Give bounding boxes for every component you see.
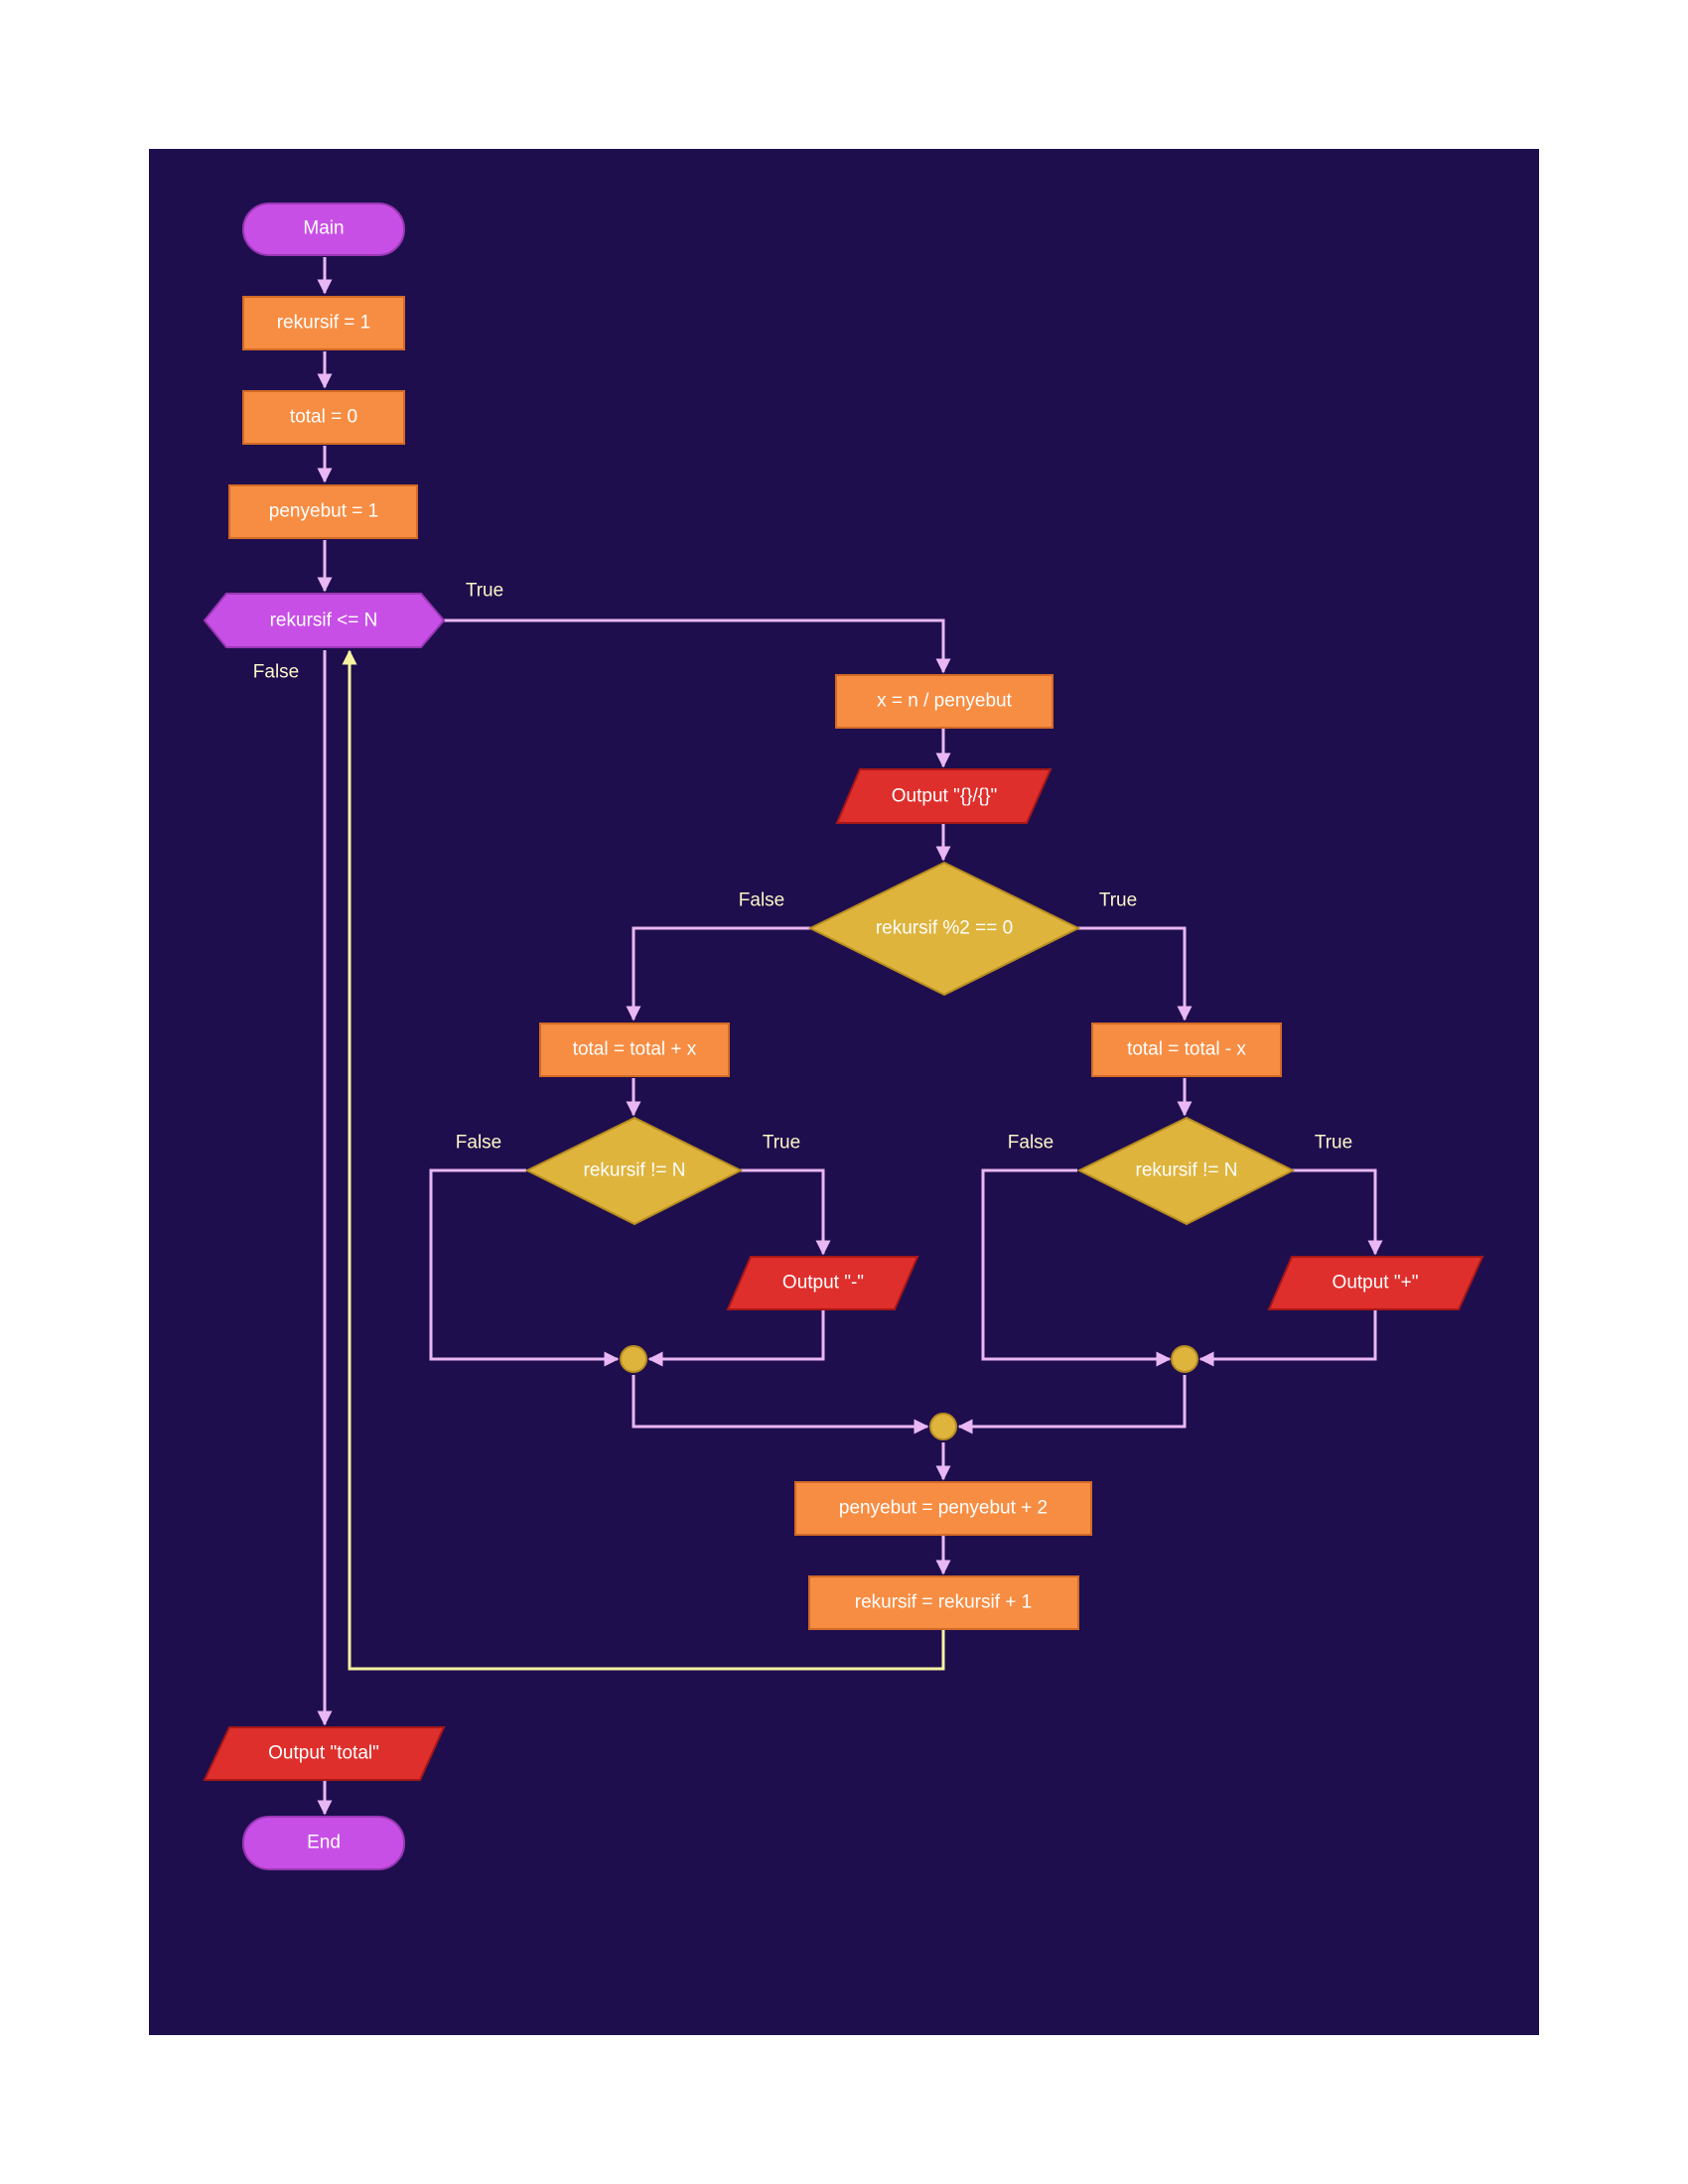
not-last-left-shape xyxy=(524,1116,744,1226)
end-terminal-label: End xyxy=(307,1833,341,1853)
inc-rekursif-label: rekursif = rekursif + 1 xyxy=(855,1592,1032,1613)
label-right-false: False xyxy=(1008,1133,1054,1154)
init-rekursif-label: rekursif = 1 xyxy=(277,313,371,334)
total-plus-process: total = total + x xyxy=(539,1023,730,1077)
parity-decision-label: rekursif %2 == 0 xyxy=(876,918,1013,939)
label-right-true: True xyxy=(1315,1133,1352,1154)
not-last-left-label: rekursif != N xyxy=(584,1160,686,1181)
edge-outminus-to-merge xyxy=(647,1306,825,1367)
total-minus-process: total = total - x xyxy=(1091,1023,1282,1077)
total-plus-label: total = total + x xyxy=(573,1039,697,1060)
edge-parity-false xyxy=(626,926,810,1022)
label-left-true: True xyxy=(763,1133,800,1154)
start-terminal-shape xyxy=(242,203,405,256)
output-minus-shape xyxy=(726,1256,919,1310)
init-penyebut-process: penyebut = 1 xyxy=(228,484,418,539)
label-parity-false: False xyxy=(739,890,784,911)
edge-leftmerge-to-main-merge xyxy=(632,1375,929,1434)
output-total-label: Output "total" xyxy=(268,1743,379,1764)
label-loop-true: True xyxy=(466,581,503,602)
not-last-right-shape xyxy=(1076,1116,1296,1226)
not-last-right-decision: rekursif != N xyxy=(1076,1116,1296,1226)
parity-decision-shape xyxy=(807,861,1081,997)
init-penyebut-label: penyebut = 1 xyxy=(269,501,378,522)
output-total-shape xyxy=(203,1726,446,1781)
init-rekursif-shape xyxy=(242,296,405,350)
loop-condition: rekursif <= N xyxy=(203,593,446,648)
label-loop-false: False xyxy=(253,662,299,683)
edges xyxy=(317,257,1383,1816)
edge-loop-true xyxy=(444,618,951,674)
start-terminal: Main xyxy=(242,203,405,256)
inc-penyebut-process: penyebut = penyebut + 2 xyxy=(794,1481,1092,1536)
inc-rekursif-shape xyxy=(808,1575,1079,1630)
label-parity-true: True xyxy=(1099,890,1137,911)
edge-right-false xyxy=(981,1168,1172,1367)
edge-left-true xyxy=(741,1168,831,1256)
output-fraction-shape xyxy=(835,768,1053,824)
total-minus-label: total = total - x xyxy=(1127,1039,1246,1060)
diagram-background xyxy=(149,149,1539,2035)
output-fraction-io: Output "{}/{}" xyxy=(835,768,1053,824)
label-left-false: False xyxy=(456,1133,501,1154)
output-minus-io: Output "-" xyxy=(726,1256,919,1310)
not-last-right-label: rekursif != N xyxy=(1136,1160,1238,1181)
output-total-io: Output "total" xyxy=(203,1726,446,1781)
calc-x-process: x = n / penyebut xyxy=(835,674,1054,729)
loop-condition-shape xyxy=(203,593,446,648)
start-terminal-label: Main xyxy=(303,218,344,239)
edge-parity-true xyxy=(1076,926,1193,1022)
output-plus-label: Output "+" xyxy=(1333,1273,1419,1294)
output-plus-shape xyxy=(1267,1256,1484,1310)
calc-x-shape xyxy=(835,674,1054,729)
output-minus-label: Output "-" xyxy=(782,1273,864,1294)
edge-outplus-to-merge xyxy=(1198,1306,1377,1367)
merge-connector-main xyxy=(929,1413,957,1440)
total-plus-shape xyxy=(539,1023,730,1077)
edge-rightmerge-to-main-merge xyxy=(957,1375,1187,1434)
edge-right-true xyxy=(1292,1168,1383,1256)
loop-condition-label: rekursif <= N xyxy=(270,611,378,631)
init-total-process: total = 0 xyxy=(242,390,405,445)
merge-connector-left xyxy=(620,1345,647,1373)
inc-penyebut-label: penyebut = penyebut + 2 xyxy=(839,1498,1048,1519)
end-terminal: End xyxy=(242,1816,405,1870)
edge-loop-back xyxy=(342,649,945,1671)
total-minus-shape xyxy=(1091,1023,1282,1077)
inc-penyebut-shape xyxy=(794,1481,1092,1536)
end-terminal-shape xyxy=(242,1816,405,1870)
init-rekursif-process: rekursif = 1 xyxy=(242,296,405,350)
not-last-left-decision: rekursif != N xyxy=(524,1116,744,1226)
edge-left-false xyxy=(429,1168,620,1367)
parity-decision: rekursif %2 == 0 xyxy=(807,861,1081,997)
calc-x-label: x = n / penyebut xyxy=(877,691,1012,712)
merge-connector-right xyxy=(1171,1345,1198,1373)
inc-rekursif-process: rekursif = rekursif + 1 xyxy=(808,1575,1079,1630)
init-total-shape xyxy=(242,390,405,445)
init-total-label: total = 0 xyxy=(290,407,357,428)
output-plus-io: Output "+" xyxy=(1267,1256,1484,1310)
init-penyebut-shape xyxy=(228,484,418,539)
output-fraction-label: Output "{}/{}" xyxy=(892,786,997,807)
